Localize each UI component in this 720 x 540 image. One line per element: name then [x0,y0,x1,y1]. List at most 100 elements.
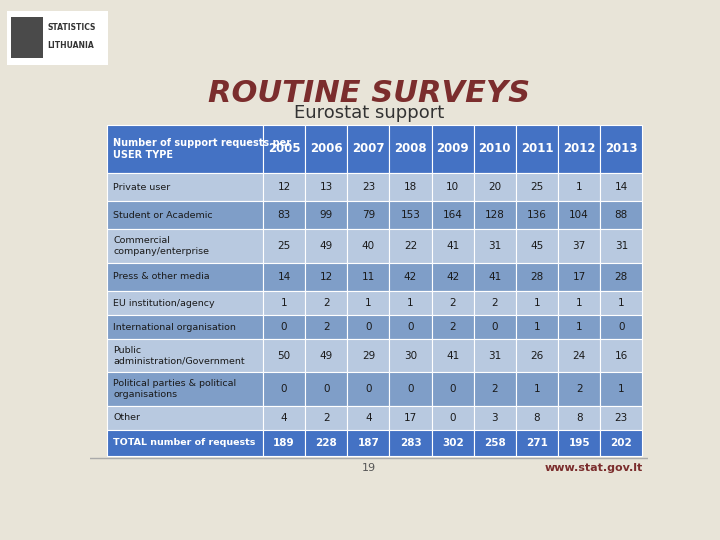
FancyBboxPatch shape [558,125,600,173]
FancyBboxPatch shape [516,373,558,406]
FancyBboxPatch shape [474,173,516,201]
FancyBboxPatch shape [305,430,347,456]
Text: 28: 28 [615,272,628,282]
FancyBboxPatch shape [558,201,600,229]
FancyBboxPatch shape [558,339,600,373]
FancyBboxPatch shape [305,315,347,339]
Text: 13: 13 [320,182,333,192]
FancyBboxPatch shape [347,373,390,406]
Text: 2008: 2008 [395,143,427,156]
Text: 2: 2 [323,322,330,332]
Text: 136: 136 [527,210,547,220]
Text: 2: 2 [449,298,456,308]
Text: 1: 1 [618,384,625,394]
Text: 195: 195 [568,438,590,448]
Text: Eurostat support: Eurostat support [294,104,444,122]
FancyBboxPatch shape [305,406,347,430]
FancyBboxPatch shape [263,339,305,373]
FancyBboxPatch shape [558,315,600,339]
Text: 23: 23 [615,413,628,423]
FancyBboxPatch shape [474,315,516,339]
FancyBboxPatch shape [516,291,558,315]
Text: 1: 1 [365,298,372,308]
FancyBboxPatch shape [107,173,263,201]
FancyBboxPatch shape [431,125,474,173]
FancyBboxPatch shape [107,373,263,406]
FancyBboxPatch shape [600,201,642,229]
FancyBboxPatch shape [558,373,600,406]
Text: 2007: 2007 [352,143,384,156]
Text: 4: 4 [281,413,287,423]
Text: 2012: 2012 [563,143,595,156]
FancyBboxPatch shape [474,291,516,315]
Text: 14: 14 [615,182,628,192]
FancyBboxPatch shape [558,230,600,263]
Text: 31: 31 [488,351,502,361]
FancyBboxPatch shape [107,125,263,173]
FancyBboxPatch shape [474,339,516,373]
Text: 83: 83 [277,210,291,220]
FancyBboxPatch shape [305,339,347,373]
FancyBboxPatch shape [305,201,347,229]
FancyBboxPatch shape [600,230,642,263]
FancyBboxPatch shape [600,291,642,315]
Text: Student or Academic: Student or Academic [114,211,213,220]
FancyBboxPatch shape [107,430,263,456]
FancyBboxPatch shape [305,230,347,263]
FancyBboxPatch shape [558,263,600,291]
FancyBboxPatch shape [107,263,263,291]
Text: 1: 1 [534,384,540,394]
FancyBboxPatch shape [516,315,558,339]
FancyBboxPatch shape [305,125,347,173]
Text: International organisation: International organisation [114,323,236,332]
FancyBboxPatch shape [263,373,305,406]
FancyBboxPatch shape [263,406,305,430]
FancyBboxPatch shape [263,230,305,263]
FancyBboxPatch shape [600,173,642,201]
Text: 16: 16 [615,351,628,361]
Text: 1: 1 [281,298,287,308]
FancyBboxPatch shape [431,201,474,229]
Text: 22: 22 [404,241,417,251]
Text: 2010: 2010 [479,143,511,156]
Text: 50: 50 [277,351,291,361]
FancyBboxPatch shape [474,125,516,173]
FancyBboxPatch shape [263,201,305,229]
Text: 302: 302 [442,438,464,448]
FancyBboxPatch shape [474,263,516,291]
Text: 12: 12 [320,272,333,282]
FancyBboxPatch shape [431,263,474,291]
Text: 17: 17 [404,413,417,423]
FancyBboxPatch shape [600,339,642,373]
FancyBboxPatch shape [347,263,390,291]
Text: 0: 0 [323,384,330,394]
Text: 18: 18 [404,182,417,192]
FancyBboxPatch shape [347,173,390,201]
FancyBboxPatch shape [107,291,263,315]
Text: 2: 2 [492,298,498,308]
Text: 41: 41 [446,241,459,251]
Text: EU institution/agency: EU institution/agency [114,299,215,308]
Text: 1: 1 [408,298,414,308]
FancyBboxPatch shape [431,373,474,406]
FancyBboxPatch shape [431,173,474,201]
FancyBboxPatch shape [474,406,516,430]
FancyBboxPatch shape [347,315,390,339]
Text: 10: 10 [446,182,459,192]
Text: 42: 42 [404,272,417,282]
Text: Private user: Private user [114,183,171,192]
Text: 2: 2 [323,298,330,308]
FancyBboxPatch shape [390,173,431,201]
FancyBboxPatch shape [516,430,558,456]
FancyBboxPatch shape [390,263,431,291]
FancyBboxPatch shape [107,230,263,263]
Text: 0: 0 [492,322,498,332]
FancyBboxPatch shape [305,173,347,201]
FancyBboxPatch shape [263,430,305,456]
FancyBboxPatch shape [263,125,305,173]
FancyBboxPatch shape [305,291,347,315]
Text: 164: 164 [443,210,463,220]
Text: 20: 20 [488,182,501,192]
FancyBboxPatch shape [516,263,558,291]
Text: 19: 19 [362,463,376,473]
